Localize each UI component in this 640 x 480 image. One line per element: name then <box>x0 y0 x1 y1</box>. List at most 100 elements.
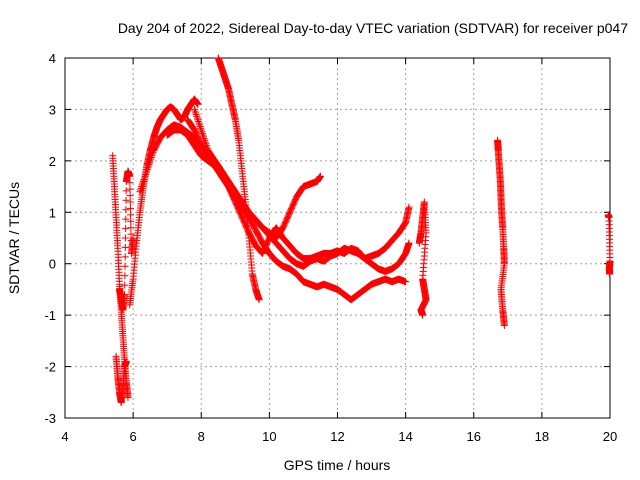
data-point <box>127 230 135 238</box>
data-point <box>198 129 206 137</box>
data-point <box>148 152 156 160</box>
data-point <box>200 135 208 143</box>
data-point <box>126 172 134 180</box>
data-point <box>122 215 130 223</box>
data-point <box>144 162 152 170</box>
data-point <box>122 187 130 195</box>
series-track-d <box>214 54 263 304</box>
data-point <box>196 121 204 129</box>
data-point <box>203 143 211 151</box>
data-point <box>400 220 408 228</box>
data-point <box>142 171 150 179</box>
data-point <box>198 128 206 136</box>
x-tick-label: 20 <box>603 429 617 444</box>
data-point <box>201 138 209 146</box>
data-point <box>121 281 129 289</box>
data-point <box>405 239 413 247</box>
data-point <box>141 172 149 180</box>
y-tick-label: 2 <box>49 154 56 169</box>
data-point <box>217 165 225 173</box>
data-point <box>193 112 201 120</box>
data-point <box>147 155 155 163</box>
data-point <box>200 133 208 141</box>
data-point <box>126 198 134 206</box>
data-point <box>195 119 203 127</box>
data-point <box>202 141 210 149</box>
y-tick-label: 1 <box>49 205 56 220</box>
data-point <box>138 183 146 191</box>
data-point <box>122 357 130 365</box>
data-point <box>143 167 151 175</box>
series-track-a <box>136 121 324 242</box>
x-tick-label: 16 <box>467 429 481 444</box>
data-point <box>196 123 204 131</box>
data-point <box>146 157 154 165</box>
data-point <box>127 224 135 232</box>
data-point <box>194 117 202 125</box>
data-point <box>126 204 134 212</box>
y-tick-label: 4 <box>49 51 56 66</box>
y-tick-label: -1 <box>44 308 56 323</box>
data-point <box>127 217 135 225</box>
data-point <box>126 179 134 187</box>
data-point <box>121 291 129 299</box>
data-point <box>124 393 132 401</box>
y-tick-label: -3 <box>44 411 56 426</box>
x-tick-label: 10 <box>262 429 276 444</box>
x-tick-label: 18 <box>535 429 549 444</box>
series-rise-5.7 <box>116 167 137 314</box>
x-tick-label: 6 <box>130 429 137 444</box>
data-point <box>194 100 202 108</box>
data-point <box>137 186 145 194</box>
data-point <box>194 116 202 124</box>
data-point <box>192 111 200 119</box>
data-point <box>142 169 150 177</box>
y-tick-label: 0 <box>49 257 56 272</box>
data-point <box>190 105 198 113</box>
data-point <box>144 164 152 172</box>
series-seg-20 <box>604 211 614 278</box>
x-tick-label: 4 <box>61 429 68 444</box>
y-axis-label: SDTVAR / TECUs <box>6 182 22 294</box>
data-point <box>140 176 148 184</box>
data-point <box>255 296 263 304</box>
series-cluster-5.6 <box>112 352 130 407</box>
data-point <box>191 107 199 115</box>
series-seg-16.8 <box>494 136 508 329</box>
x-tick-label: 8 <box>198 429 205 444</box>
data-point <box>147 153 155 161</box>
data-point <box>127 211 135 219</box>
series-seg-14.5 <box>415 198 430 319</box>
data-points <box>109 54 614 407</box>
data-point <box>146 159 154 167</box>
x-tick-label: 12 <box>330 429 344 444</box>
data-point <box>500 321 508 329</box>
data-point <box>121 272 129 280</box>
data-point <box>136 188 144 196</box>
series-track-c <box>184 116 410 304</box>
data-point <box>189 124 197 132</box>
data-point <box>122 196 130 204</box>
data-point <box>121 262 129 270</box>
chart-title: Day 204 of 2022, Sidereal Day-to-day VTE… <box>118 20 628 36</box>
data-point <box>121 253 129 261</box>
data-point <box>139 179 147 187</box>
data-point <box>126 192 134 200</box>
data-point <box>197 126 205 134</box>
data-point <box>202 140 210 148</box>
data-point <box>121 234 129 242</box>
data-point <box>121 243 129 251</box>
data-point <box>316 172 324 180</box>
grid <box>65 58 610 418</box>
axis-ticks <box>64 57 611 419</box>
data-point <box>139 177 147 185</box>
y-tick-label: -2 <box>44 360 56 375</box>
data-point <box>138 181 146 189</box>
data-point <box>126 185 134 193</box>
data-point <box>143 165 151 173</box>
data-point <box>402 278 410 286</box>
data-point <box>122 206 130 214</box>
x-tick-label: 14 <box>398 429 412 444</box>
data-point <box>419 311 427 319</box>
